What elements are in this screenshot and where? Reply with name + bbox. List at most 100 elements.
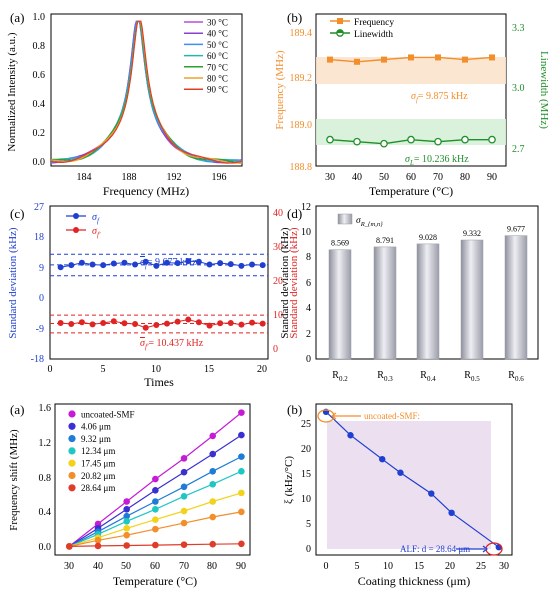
y-tick-label: 189.2	[290, 73, 313, 84]
sensitivity-point	[397, 469, 404, 476]
legend-label: 12.34 μm	[81, 446, 115, 456]
sigma-f-prime-point	[206, 322, 213, 329]
sigma-f-prime-point	[174, 318, 181, 325]
sensitivity-point	[428, 490, 435, 497]
x-tick-label: 50	[121, 561, 131, 572]
x-tick-label: 188	[122, 172, 137, 183]
data-point	[209, 513, 217, 521]
y-axis-title-right: Standard deviation (kHz)	[288, 227, 300, 339]
sigma-f-point	[89, 261, 96, 268]
x-tick-label: 60	[150, 561, 160, 572]
x-tick-label: 15	[414, 561, 424, 572]
annotation-alf: ALF: d = 28.64 μm	[400, 542, 503, 556]
linewidth-point	[407, 135, 415, 144]
sigma-f-point	[57, 264, 64, 271]
legend: 30 °C40 °C50 °C60 °C70 °C 80 °C90 °C	[184, 18, 228, 95]
frequency-point	[354, 58, 360, 65]
x-tick-label: 70	[179, 561, 189, 572]
y-tick-label: 2.7	[512, 144, 525, 155]
sigma-f-prime-point	[57, 319, 64, 326]
y-tick-label: 25	[301, 419, 311, 430]
y-tick-label: 27	[34, 202, 44, 213]
sigma-f-annotation: σf= 9.875 kHz	[411, 91, 468, 104]
y-tick-label: 0.0	[39, 542, 52, 553]
data-point	[238, 431, 245, 439]
x-tick-labels: R0.2 R0.3 R0.4 R0.5 R0.6	[332, 370, 524, 383]
x-axis-title: Temperature (°C)	[369, 184, 453, 198]
annotation-uncoated: uncoated-SMF:	[317, 409, 420, 423]
annotation-text: uncoated-SMF:	[364, 411, 420, 421]
y-tick-label: 10	[301, 494, 311, 505]
data-point	[123, 524, 130, 532]
y-tick-label: 188.8	[290, 162, 313, 173]
x-tick-label: 30	[64, 561, 74, 572]
data-point	[66, 543, 73, 550]
legend-label: 9.32 μm	[81, 434, 111, 444]
plot-frame	[315, 13, 507, 167]
legend-label: Frequency	[354, 18, 394, 28]
data-point	[209, 480, 217, 488]
x-tick-label: 90	[236, 561, 246, 572]
sigma-f-point	[195, 258, 202, 265]
sigma-f-prime-point	[110, 318, 117, 325]
mean-blue-annotation: σf= 9.677 kHz	[140, 257, 197, 270]
data-point	[180, 483, 188, 491]
plot-frame	[315, 403, 513, 556]
legend: Frequency Linewidth	[330, 18, 394, 40]
sigma-f-prime-point	[121, 320, 128, 327]
frequency-point	[462, 56, 468, 63]
data-point	[123, 512, 130, 520]
x-tick-label: R0.3	[377, 370, 393, 383]
y-tick-label: -9	[36, 324, 44, 335]
y-tick-label: 40	[273, 208, 283, 219]
data-point	[152, 505, 159, 513]
legend-label: 20.82 μm	[81, 471, 115, 481]
legend: uncoated-SMF 4.06 μm 9.32 μm 12.34 μm 17.45 …	[68, 409, 135, 493]
sigma-f-prime-point	[142, 324, 149, 331]
x-tick-label: 25	[476, 561, 486, 572]
data-point	[123, 505, 130, 513]
panel-label: (a)	[10, 402, 24, 417]
legend-label: 40 °C	[207, 29, 228, 39]
linewidth-point	[380, 139, 388, 148]
sigma-f-point	[100, 262, 107, 269]
data-point	[209, 540, 217, 548]
data-point	[238, 508, 245, 516]
sigma-f-prime-point	[227, 319, 234, 326]
data-point	[238, 540, 245, 548]
legend-label: 90 °C	[207, 85, 228, 95]
bar-value-label: 9.677	[507, 225, 525, 234]
panel-label: (c)	[10, 206, 24, 221]
x-tick-label: 0	[48, 364, 53, 375]
y-tick-label: 15	[301, 469, 311, 480]
y-tick-label: 30	[273, 242, 283, 253]
left-y-tick-labels: 188.8 189.0 189.2 189.4	[290, 28, 313, 173]
legend-label-blue: σf	[92, 212, 100, 225]
x-tick-labels: 30 40 50 60 70 80 90	[325, 172, 497, 183]
legend-marker-fill	[336, 29, 344, 33]
data-point	[152, 525, 159, 533]
legend-marker	[68, 471, 76, 480]
sigma-f-point	[217, 260, 224, 267]
linewidth-point	[488, 135, 496, 144]
legend-label: 4.06 μm	[81, 422, 111, 432]
data-point	[152, 475, 159, 483]
x-tick-label: 20	[445, 561, 455, 572]
x-tick-label: 10	[383, 561, 393, 572]
plot-frame	[50, 13, 243, 167]
bar-value-label: 8.791	[376, 236, 394, 245]
data-point	[238, 489, 245, 497]
data-point	[209, 468, 217, 475]
x-tick-label: 184	[77, 172, 92, 183]
y-tick-label: 0	[273, 344, 278, 355]
linewidth-point	[461, 135, 469, 144]
y-tick-label: 3.0	[512, 83, 525, 94]
y-tick-label: 3.3	[512, 23, 525, 34]
y-tick-labels: 0.0 0.2 0.4 0.6 0.8 1.0	[33, 12, 46, 168]
data-point	[209, 498, 217, 505]
data-point	[180, 507, 188, 515]
y-tick-label: 8	[306, 252, 311, 263]
legend-label: uncoated-SMF	[81, 409, 135, 419]
x-tick-label: 70	[433, 172, 443, 183]
